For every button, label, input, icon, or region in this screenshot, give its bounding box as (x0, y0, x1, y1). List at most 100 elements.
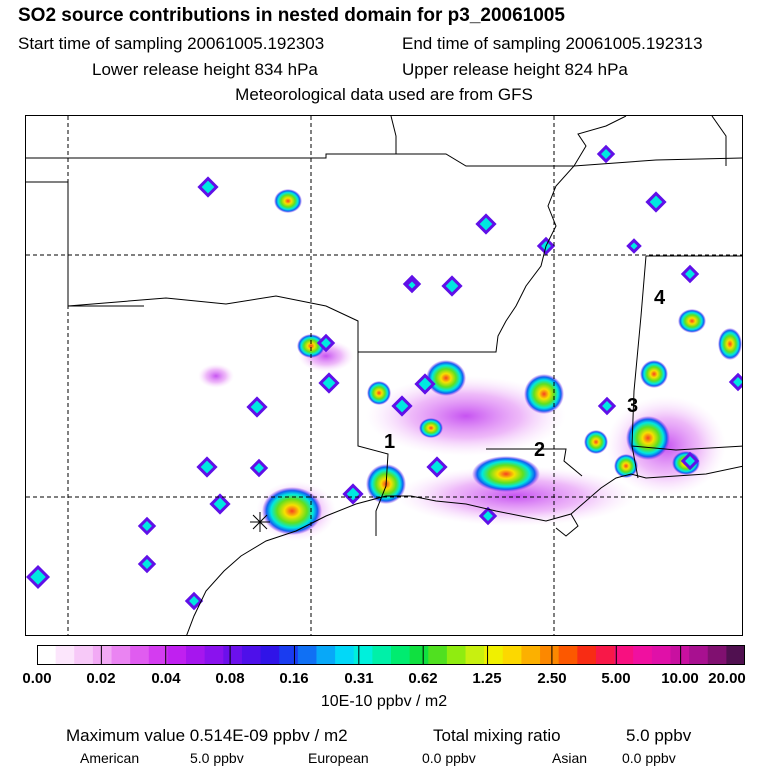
haze-small (198, 364, 234, 388)
american-value: 5.0 ppbv (190, 750, 244, 766)
colorbar-swatch (428, 645, 448, 665)
colorbar-tick-3: 0.08 (215, 670, 245, 687)
colorbar-swatch (577, 645, 597, 665)
colorbar-swatch (167, 645, 187, 665)
diamond-21 (478, 506, 498, 526)
colorbar-swatch (521, 645, 541, 665)
border-panhandle (26, 181, 144, 307)
total-mixing-ratio-label: Total mixing ratio (433, 726, 561, 745)
start-sampling-label: Start time of sampling 20061005.192303 (18, 34, 325, 53)
diamond-1 (197, 176, 219, 198)
colorbar-swatch (540, 645, 560, 665)
map-panel: 1 2 3 4 (25, 115, 743, 636)
colorbar-border (37, 645, 745, 665)
colorbar-tick-11: 20.00 (708, 670, 746, 687)
haze-central (366, 376, 566, 456)
border-red-river (67, 295, 359, 352)
colorbar-swatch (353, 645, 373, 665)
diamond-24 (680, 264, 700, 284)
colorbar-swatch (670, 645, 690, 665)
colorbar-swatch (204, 645, 224, 665)
hotspot-east-central (524, 374, 564, 414)
colorbar-swatch (335, 645, 355, 665)
max-value-label: Maximum value 0.514E-09 ppbv / m2 (66, 726, 348, 745)
map-canvas: 1 2 3 4 (26, 116, 742, 635)
diamond-11 (196, 456, 218, 478)
diamond-8 (414, 373, 436, 395)
colorbar-swatch (37, 645, 57, 665)
diamond-28 (680, 451, 700, 471)
diamond-22 (391, 395, 413, 417)
hotspot-east-2 (678, 309, 706, 333)
colorbar-swatch (391, 645, 411, 665)
diamond-14 (137, 516, 157, 536)
end-sampling-label: End time of sampling 20061005.192313 (402, 34, 703, 53)
total-mixing-ratio-value: 5.0 ppbv (626, 726, 692, 745)
colorbar-swatch (726, 645, 746, 665)
colorbar-tick-6: 0.62 (408, 670, 438, 687)
hotspot-mobile (626, 416, 670, 460)
gulf-coastline (186, 465, 742, 635)
border-mississippi-river (358, 116, 627, 353)
diamond-10 (246, 396, 268, 418)
border-al-fl (631, 445, 742, 451)
colorbar-tick-4: 0.16 (279, 670, 309, 687)
diamond-4 (645, 191, 667, 213)
colorbar-tick-0: 0.00 (22, 670, 52, 687)
colorbar-swatch (409, 645, 429, 665)
diamond-16 (184, 591, 204, 611)
diamond-26 (404, 277, 420, 293)
colorbar-swatch (111, 645, 131, 665)
border-mo-west (390, 116, 397, 154)
colorbar-swatch (689, 645, 709, 665)
colorbar-swatch (614, 645, 634, 665)
colorbar-tick-2: 0.04 (151, 670, 181, 687)
colorbar-tick-1: 0.02 (86, 670, 116, 687)
colorbar-swatch (633, 645, 653, 665)
receptor-marker (250, 512, 270, 532)
diamond-5 (596, 144, 616, 164)
colorbar-swatch (297, 645, 317, 665)
colorbar-swatch (651, 645, 671, 665)
colorbar-tick-8: 2.50 (537, 670, 567, 687)
marker-3: 3 (627, 395, 638, 417)
colorbar-swatch (316, 645, 336, 665)
colorbar-swatch (372, 645, 392, 665)
hotspot-coast (472, 456, 540, 492)
border-ms-al (631, 255, 647, 479)
american-label: American (80, 750, 140, 766)
colorbar (37, 645, 746, 665)
hotspot-east-1 (640, 360, 668, 388)
colorbar-swatch (186, 645, 206, 665)
diamond-7 (441, 275, 463, 297)
marker-1: 1 (384, 431, 395, 453)
diamond-13 (209, 493, 231, 515)
colorbar-swatch (279, 645, 299, 665)
colorbar-swatches (37, 645, 746, 665)
colorbar-swatch (260, 645, 280, 665)
plume-diamonds (26, 144, 742, 611)
european-value: 0.0 ppbv (422, 750, 476, 766)
hotspot-east-5 (584, 430, 608, 454)
hotspot-ar (367, 381, 391, 405)
haze-coast (396, 466, 636, 526)
diamond-25 (626, 238, 642, 254)
state-boundaries (26, 116, 742, 536)
source-markers: 1 2 3 4 (384, 287, 666, 461)
colorbar-tick-5: 0.31 (344, 670, 374, 687)
colorbar-swatch (130, 645, 150, 665)
european-label: European (308, 750, 369, 766)
diamond-18 (316, 333, 336, 353)
hotspot-houston (262, 487, 322, 535)
colorbar-swatch (74, 645, 94, 665)
diamond-17 (26, 564, 51, 590)
asian-label: Asian (552, 750, 588, 766)
hotspot-ok (274, 189, 302, 213)
colorbar-swatch (502, 645, 522, 665)
mississippi-delta (555, 513, 579, 537)
diamond-2 (475, 213, 497, 235)
plot-title: SO2 source contributions in nested domai… (18, 5, 565, 26)
hotspot-east-6 (614, 454, 638, 478)
upper-release-label: Upper release height 824 hPa (402, 60, 628, 79)
border-mo-ar (396, 153, 574, 167)
